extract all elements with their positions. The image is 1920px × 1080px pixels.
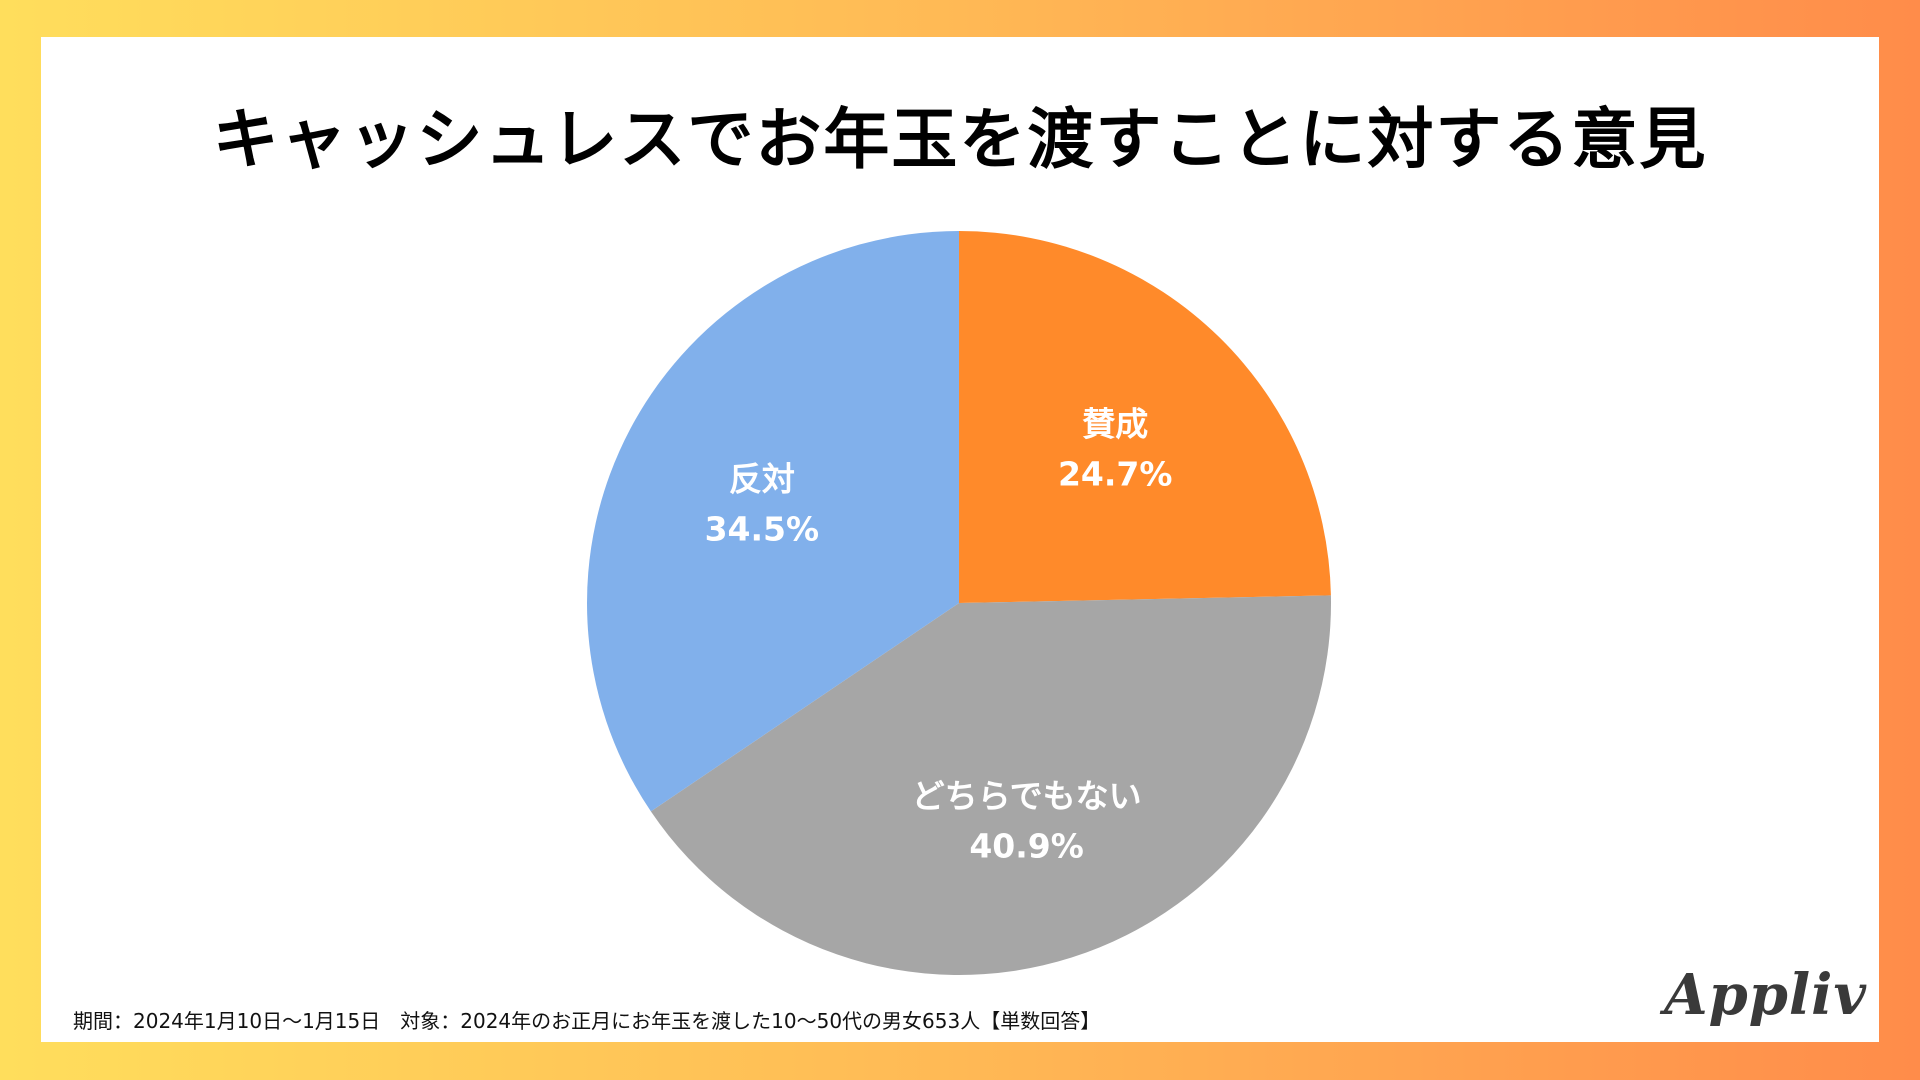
- page-title: キャッシュレスでお年玉を渡すことに対する意見: [212, 101, 1708, 178]
- pie-labels: 賛成 24.7% どちらでもない 40.9% 反対 34.5%: [705, 405, 1173, 866]
- slice-category-label: 賛成: [1082, 405, 1148, 444]
- slice-category-label: 反対: [729, 459, 795, 498]
- slice-category-label: どちらでもない: [912, 777, 1142, 816]
- survey-note: 期間：2024年1月10日〜1月15日 対象：2024年のお正月にお年玉を渡した…: [73, 1009, 1101, 1033]
- slice-value-label: 34.5%: [705, 509, 820, 548]
- brand-logo: Appliv: [1664, 962, 1867, 1028]
- pie-slices: [587, 231, 1331, 975]
- pie-slice-1: [959, 231, 1331, 603]
- slice-value-label: 24.7%: [1058, 455, 1173, 494]
- slice-value-label: 40.9%: [969, 827, 1084, 866]
- content-panel: キャッシュレスでお年玉を渡すことに対する意見 賛成 24.7% どちらでもない 40.…: [41, 37, 1879, 1042]
- pie-slice-3: [587, 231, 959, 812]
- pie-chart: 賛成 24.7% どちらでもない 40.9% 反対 34.5%: [587, 231, 1331, 975]
- pie-slice-2: [650, 595, 1331, 975]
